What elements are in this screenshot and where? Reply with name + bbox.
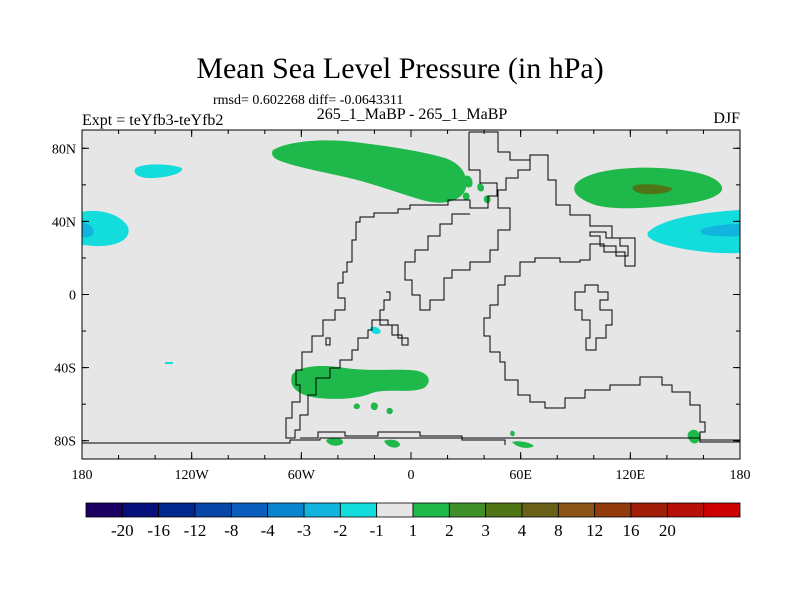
colorbar-box: [485, 502, 523, 518]
coastline-inner-bays: [404, 160, 531, 311]
anomaly-neg-north-pacific-dateline: [647, 210, 740, 254]
y-tick-label: 40S: [54, 362, 76, 377]
colorbar-box: [666, 502, 705, 518]
colorbar-box: [557, 502, 596, 518]
y-tick-label: 40N: [52, 215, 76, 230]
colorbar-label: -1: [370, 521, 384, 540]
anomaly-neg-small-patch: [370, 326, 381, 335]
anomaly-pos-antarctic-patch-3: [512, 441, 534, 448]
colorbar-box: [158, 502, 196, 518]
colorbar: -20 -16 -12 -8 -4 -3 -2 -1 1 2 3 4 8 12 16 20: [85, 502, 741, 540]
coastline-inland-lake-1: [589, 231, 629, 257]
colorbar-label: -3: [297, 521, 311, 540]
season-label: DJF: [713, 110, 740, 127]
colorbar-box: [339, 502, 378, 518]
continent-outlines: [82, 131, 740, 445]
y-tick-label: 0: [69, 289, 76, 304]
anomaly-pos-north-atlantic: [272, 140, 467, 203]
y-axis-ticks: 80N 40N 0 40S 80S: [52, 142, 740, 450]
colorbar-box: [448, 502, 487, 518]
anomaly-pos-antarctic-patch-2: [384, 439, 400, 448]
anomaly-pos-small-patch: [510, 430, 515, 437]
colorbar-box: [194, 502, 232, 518]
anomaly-neg-central-north-pacific-core: [82, 222, 94, 238]
colorbar-label: -20: [111, 521, 134, 540]
anomaly-pos-north-pacific-core: [632, 184, 673, 195]
colorbar-box: [376, 502, 414, 518]
colorbar-label: 20: [659, 521, 676, 540]
colorbar-box: [412, 502, 450, 518]
colorbar-label: 16: [623, 521, 640, 540]
rmsd-diff-stats: rmsd= 0.602268 diff= -0.0643311: [213, 93, 404, 108]
colorbar-label: 3: [481, 521, 490, 540]
x-tick-label: 120E: [616, 468, 646, 483]
chart-subtitle: 265_1_MaBP - 265_1_MaBP: [316, 106, 508, 123]
anomaly-pos-antarctic-patch-1: [326, 437, 344, 446]
coastline-eurasia-africa: [469, 131, 740, 441]
colorbar-box: [267, 502, 305, 518]
y-tick-label: 80S: [54, 435, 76, 450]
colorbar-box: [594, 502, 632, 518]
colorbar-label: -12: [184, 521, 207, 540]
colorbar-label: 4: [518, 521, 527, 540]
y-tick-label: 80N: [52, 142, 76, 157]
anomaly-pos-south-atlantic: [291, 366, 429, 399]
colorbar-box: [121, 502, 160, 518]
anomaly-pos-south-atlantic-fringe: [353, 402, 393, 415]
colorbar-box: [230, 502, 269, 518]
x-tick-label: 60W: [288, 468, 316, 483]
colorbar-label: -4: [261, 521, 276, 540]
coastline-island: [379, 319, 409, 346]
colorbar-label: 2: [445, 521, 454, 540]
anomaly-neg-north-pacific-dateline-core: [700, 224, 740, 237]
colorbar-label: -8: [224, 521, 238, 540]
coastline-antarctica: [82, 437, 740, 444]
colorbar-box: [303, 502, 341, 518]
anomaly-neg-northeast-pacific: [134, 164, 183, 178]
coastline-small-island: [325, 337, 331, 346]
anomaly-neg-central-north-pacific: [82, 210, 129, 247]
x-tick-label: 120W: [175, 468, 210, 483]
experiment-label: Expt = teYfb3-teYfb2: [82, 112, 224, 129]
anomaly-pos-north-atlantic-fringe: [462, 175, 491, 204]
colorbar-label: 8: [554, 521, 563, 540]
colorbar-label: 12: [586, 521, 603, 540]
x-axis-ticks: 180 120W 60W 0 60E 120E 180: [72, 130, 751, 483]
colorbar-label: 1: [409, 521, 418, 540]
coastline-inland-lake-2: [574, 284, 613, 351]
colorbar-box: [521, 502, 559, 518]
x-tick-label: 60E: [509, 468, 532, 483]
anomaly-neg-small-dash: [165, 362, 173, 364]
colorbar-label: -2: [333, 521, 347, 540]
x-tick-label: 180: [72, 468, 93, 483]
coastline-americas: [285, 132, 498, 439]
colorbar-box: [85, 502, 123, 518]
anomaly-pos-antarctic-patch-4: [687, 429, 700, 444]
coastline-southern-shelf: [300, 431, 506, 445]
colorbar-box: [703, 502, 741, 518]
colorbar-box: [630, 502, 668, 518]
x-tick-label: 180: [730, 468, 751, 483]
anomaly-fills: [82, 140, 740, 448]
colorbar-label: -16: [147, 521, 170, 540]
x-tick-label: 0: [408, 468, 415, 483]
chart-title: Mean Sea Level Pressure (in hPa): [196, 52, 604, 85]
